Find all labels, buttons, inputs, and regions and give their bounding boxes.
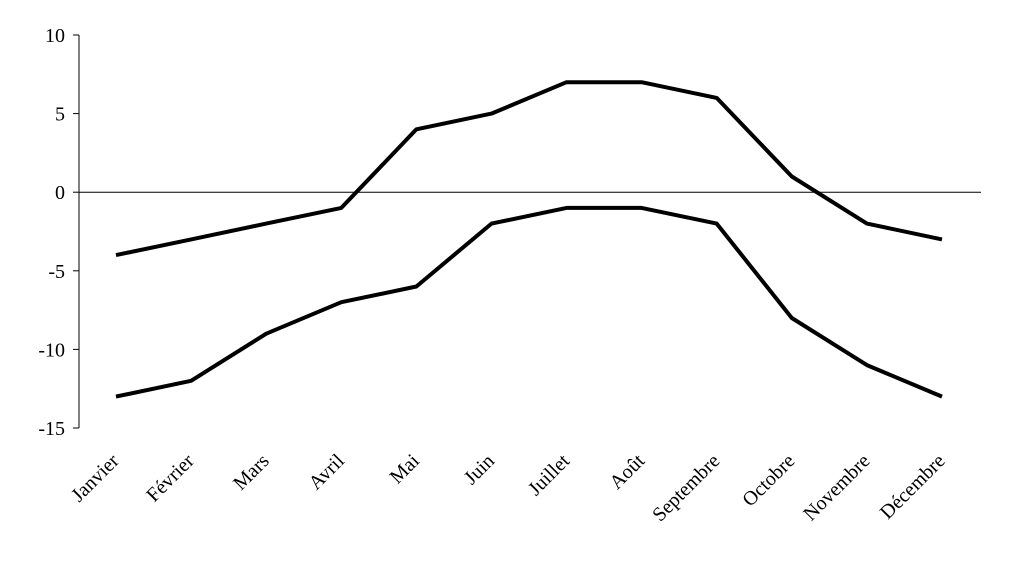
x-tick-label: Décembre [876, 450, 950, 524]
x-tick-label: Juillet [524, 450, 574, 500]
x-tick-label: Février [142, 450, 199, 507]
y-tick-label: -5 [48, 261, 65, 283]
x-tick-label: Juin [460, 450, 499, 489]
x-tick-label: Janvier [67, 450, 124, 507]
x-tick-label: Septembre [648, 450, 724, 526]
y-axis: 10 5 0 -5 -10 -15 [38, 25, 80, 440]
x-tick-label: Novembre [799, 450, 874, 525]
y-tick-label: -15 [38, 418, 65, 440]
x-tick-label: Octobre [738, 450, 799, 511]
x-tick-label: Avril [304, 450, 349, 495]
y-tick-label: 0 [55, 182, 65, 204]
y-tick-label: 10 [45, 25, 65, 47]
y-tick-label: 5 [55, 104, 65, 126]
x-tick-label: Mai [386, 450, 425, 489]
series-lines [115, 80, 943, 399]
x-axis-labels: Janvier Février Mars Avril Mai Juin Juillet Aoû… [67, 450, 949, 526]
x-tick-label: Août [605, 450, 649, 494]
series-line-2 [115, 205, 943, 399]
y-tick-label: -10 [38, 339, 65, 361]
series-line-1 [115, 80, 943, 258]
x-tick-label: Mars [229, 450, 274, 495]
